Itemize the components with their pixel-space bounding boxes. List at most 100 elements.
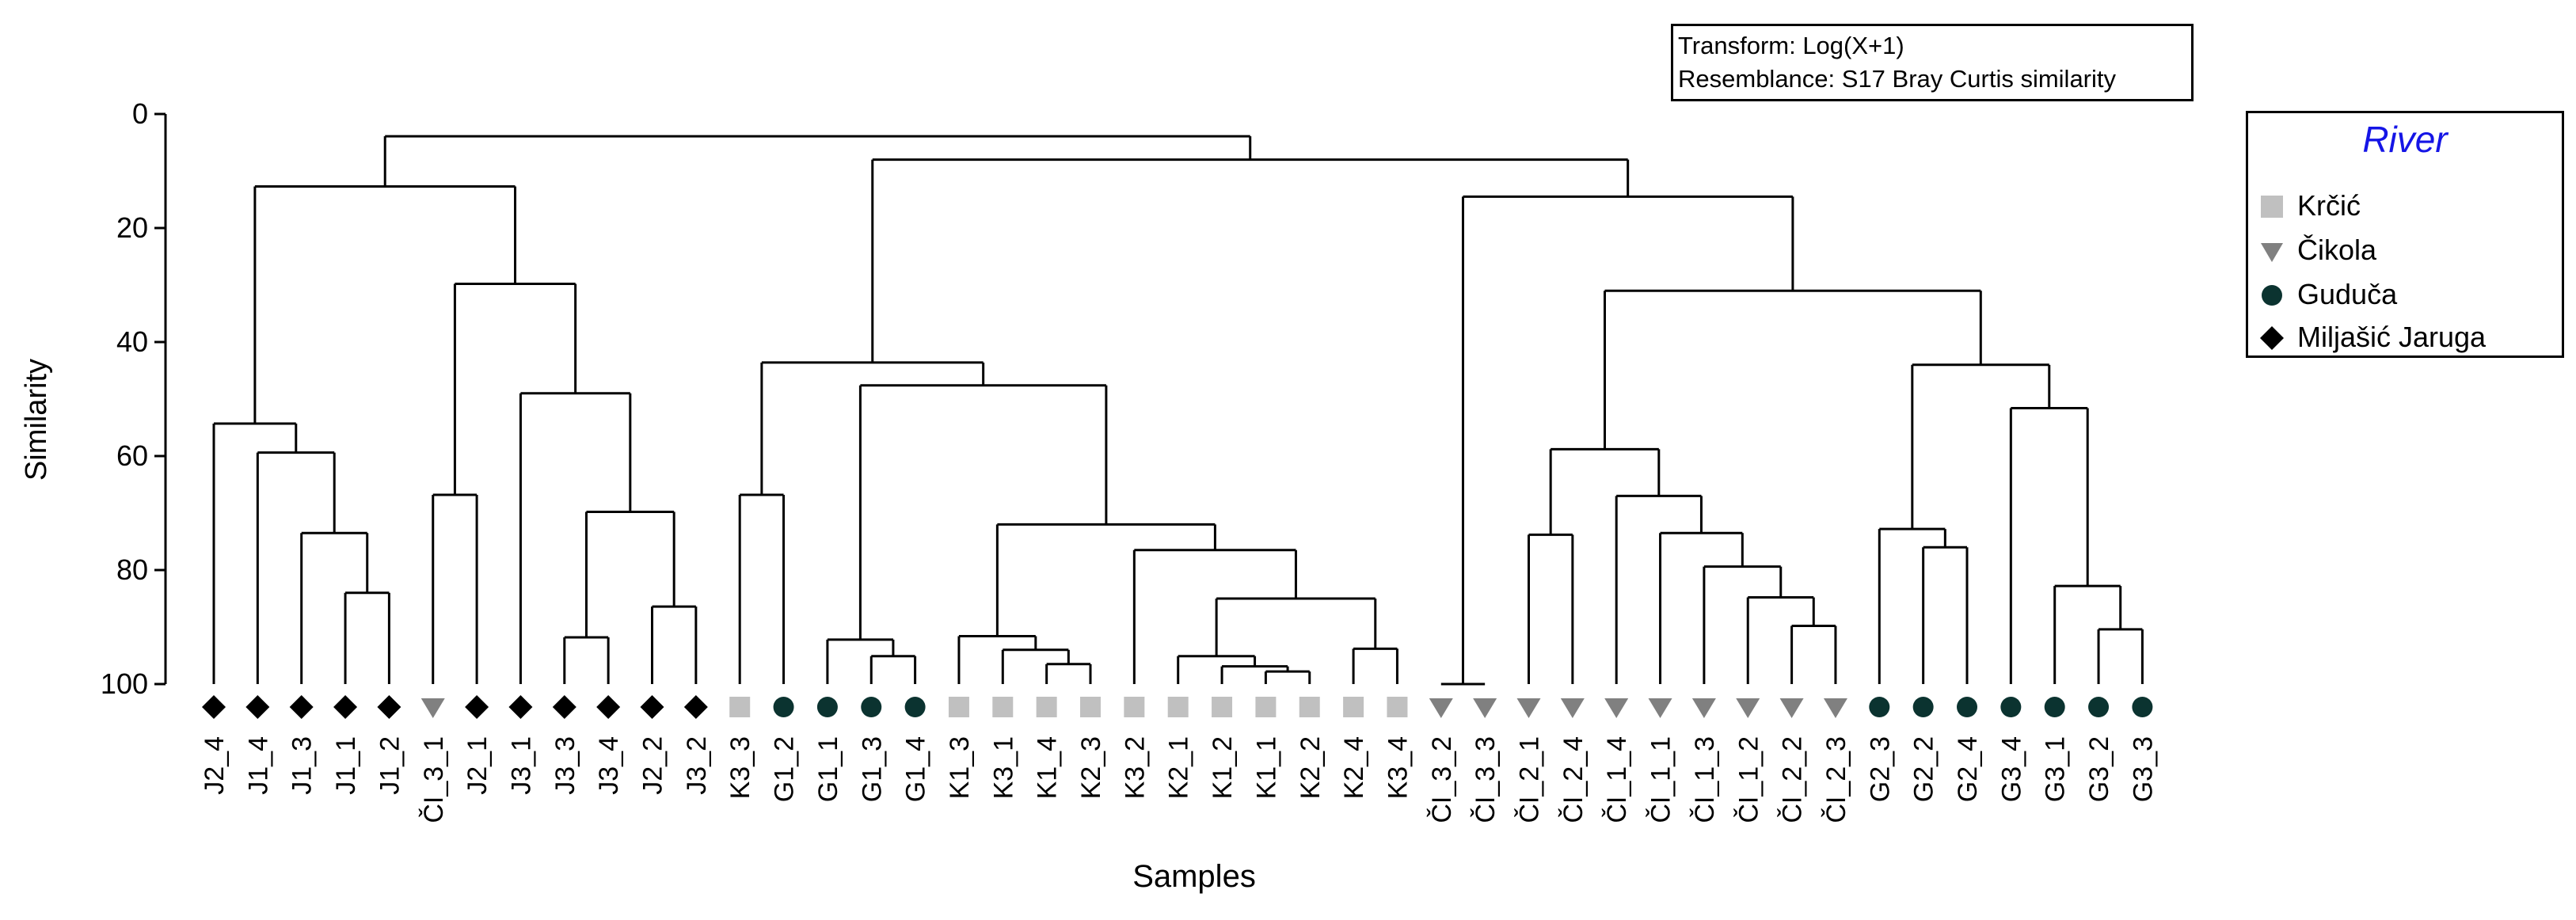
leaf-marker-square <box>1124 697 1145 717</box>
leaf-marker-diamond <box>552 695 576 719</box>
y-axis-title: Similarity <box>20 359 53 481</box>
legend-item-krcic: Krčić <box>2259 186 2361 226</box>
legend-item-miljasic-jaruga: Miljašić Jaruga <box>2259 317 2486 357</box>
leaf-marker-triangle <box>1560 698 1585 718</box>
leaf-marker-circle <box>1957 697 1977 717</box>
leaf-marker-square <box>1387 697 1408 717</box>
leaf-label: J3_3 <box>550 736 580 795</box>
leaf-marker-circle <box>2088 697 2110 717</box>
leaf-label: J1_4 <box>243 736 273 795</box>
leaf-marker-triangle <box>1429 698 1453 718</box>
leaf-label: J1_2 <box>375 736 405 795</box>
leaf-marker-diamond <box>465 695 489 719</box>
leaf-marker-square <box>1036 697 1057 717</box>
y-tick-label: 60 <box>116 439 148 472</box>
leaf-label: J2_2 <box>638 736 668 795</box>
square-icon <box>2259 193 2285 219</box>
leaf-label: ČI_2_4 <box>1558 736 1589 823</box>
leaf-marker-triangle <box>1473 698 1497 718</box>
leaf-marker-triangle <box>420 698 445 718</box>
leaf-label: G1_4 <box>901 736 931 802</box>
leaf-markers <box>202 695 2153 719</box>
resemblance-text: Resemblance: S17 Bray Curtis similarity <box>1678 65 2117 93</box>
leaf-labels: J2_4 J1_4 J1_3 J1_1 J1_2 ČI_3_1 J2_1 J3_1 J3_3 J3… <box>200 736 2158 823</box>
leaf-marker-diamond <box>683 695 708 719</box>
leaf-marker-circle <box>1912 697 1934 717</box>
leaf-marker-circle <box>904 697 926 717</box>
leaf-label: ČI_2_2 <box>1778 736 1808 823</box>
leaf-marker-triangle <box>1779 698 1804 718</box>
leaf-label: ČI_3_3 <box>1471 736 1501 823</box>
leaf-label: K1_3 <box>945 736 975 799</box>
leaf-label: K2_2 <box>1296 736 1326 799</box>
leaf-marker-circle <box>2000 697 2022 717</box>
legend-title: River <box>2362 119 2448 160</box>
circle-icon <box>2259 282 2285 307</box>
legend-label: Krčić <box>2297 189 2361 222</box>
leaf-label: J3_4 <box>594 736 624 795</box>
leaf-label: ČI_1_1 <box>1646 736 1676 823</box>
leaf-marker-diamond <box>289 695 314 719</box>
y-axis: 0 20 40 60 80 100 <box>101 97 167 700</box>
leaf-label: G3_3 <box>2128 736 2158 802</box>
leaf-label: J2_4 <box>200 736 230 795</box>
leaf-label: K3_4 <box>1383 736 1413 799</box>
leaf-label: J3_1 <box>506 736 536 795</box>
leaf-label: ČI_1_3 <box>1690 736 1720 823</box>
leaf-label: G1_3 <box>857 736 887 802</box>
transform-text: Transform: Log(X+1) <box>1678 32 1904 59</box>
leaf-label: J2_1 <box>462 736 493 795</box>
leaf-marker-circle <box>816 697 838 717</box>
leaf-label: G2_3 <box>1865 736 1895 802</box>
leaf-label: K1_2 <box>1208 736 1238 799</box>
leaf-marker-square <box>1255 697 1277 717</box>
leaf-marker-square <box>992 697 1014 717</box>
y-tick-label: 40 <box>116 325 148 358</box>
leaf-marker-square <box>1212 697 1233 717</box>
leaf-marker-circle <box>1869 697 1890 717</box>
leaf-marker-circle <box>2132 697 2153 717</box>
x-axis-title: Samples <box>1132 859 1256 894</box>
leaf-marker-circle <box>861 697 882 717</box>
leaf-label: G3_4 <box>1996 736 2026 802</box>
leaf-label: K1_1 <box>1251 736 1281 799</box>
leaf-label: ČI_1_4 <box>1602 736 1632 823</box>
leaf-marker-triangle <box>1691 698 1716 718</box>
triangle-down-icon <box>2259 238 2285 263</box>
y-tick-label: 20 <box>116 211 148 244</box>
leaf-label: K2_4 <box>1339 736 1369 799</box>
leaf-marker-triangle <box>1516 698 1541 718</box>
legend-label: Čikola <box>2297 234 2377 266</box>
leaf-label: ČI_2_1 <box>1515 736 1545 823</box>
leaf-label: J3_2 <box>682 736 712 795</box>
leaf-label: K3_1 <box>988 736 1018 799</box>
leaf-marker-square <box>1299 697 1320 717</box>
legend-item-cikola: Čikola <box>2259 230 2376 270</box>
leaf-marker-triangle <box>1604 698 1629 718</box>
leaf-marker-triangle <box>1648 698 1672 718</box>
legend-item-guduca: Guduča <box>2259 275 2397 314</box>
leaf-marker-triangle <box>1823 698 1847 718</box>
leaf-label: ČI_1_2 <box>1733 736 1764 823</box>
transform-info-box: Transform: Log(X+1) Resemblance: S17 Bra… <box>1671 24 2194 101</box>
legend-label: Miljašić Jaruga <box>2297 321 2487 353</box>
leaf-label: G2_2 <box>1909 736 1939 802</box>
leaf-label: K2_3 <box>1076 736 1106 799</box>
diamond-icon <box>2259 325 2285 350</box>
y-tick-label: 80 <box>116 553 148 586</box>
leaf-label: ČI_3_2 <box>1427 736 1457 823</box>
leaf-marker-square <box>1343 697 1364 717</box>
leaf-label: G3_2 <box>2084 736 2114 802</box>
leaf-marker-square <box>1167 697 1189 717</box>
leaf-marker-square <box>729 697 751 717</box>
legend-label: Guduča <box>2297 278 2398 310</box>
leaf-marker-diamond <box>333 695 358 719</box>
leaf-marker-diamond <box>245 695 270 719</box>
leaf-label: K1_4 <box>1033 736 1063 799</box>
leaf-label: J1_1 <box>331 736 361 795</box>
leaf-label: K3_3 <box>725 736 755 799</box>
leaf-label: ČI_3_1 <box>419 736 449 823</box>
leaf-marker-circle <box>773 697 794 717</box>
leaf-marker-square <box>1080 697 1101 717</box>
